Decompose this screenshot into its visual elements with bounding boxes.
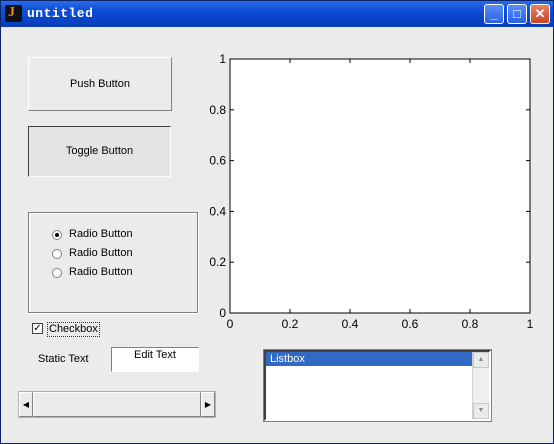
axes[interactable]: 0 0.2 0.4 0.6 0.8 1 0 0.2 0.4 0.6 0.8 1 <box>201 51 546 336</box>
checkbox-label[interactable]: Checkbox <box>47 322 100 337</box>
y-tick-label: 0.8 <box>209 103 226 117</box>
toggle-button[interactable]: Toggle Button <box>28 126 171 177</box>
minimize-button[interactable]: _ <box>484 4 504 24</box>
arrow-up-icon: ▲ <box>477 356 485 363</box>
slider[interactable]: ◀ ▶ <box>18 391 216 418</box>
list-item[interactable]: Listbox <box>266 352 473 366</box>
y-tick-label: 0.4 <box>209 204 226 218</box>
close-icon: ✕ <box>534 6 546 21</box>
arrow-left-icon: ◀ <box>22 400 30 409</box>
x-axis: 0 0.2 0.4 0.6 0.8 1 <box>227 59 534 331</box>
arrow-down-icon: ▼ <box>477 407 485 414</box>
listbox[interactable]: Listbox ▲ ▼ <box>263 349 492 422</box>
radio-label-2: Radio Button <box>69 247 133 259</box>
maximize-icon: □ <box>513 6 521 21</box>
edit-text-field[interactable]: Edit Text <box>111 347 199 372</box>
scroll-down-button[interactable]: ▼ <box>473 403 489 419</box>
radio-unselected-icon <box>52 268 62 278</box>
maximize-button[interactable]: □ <box>507 4 527 24</box>
y-tick-label: 0.2 <box>209 255 226 269</box>
radio-button-group: Radio Button Radio Button Radio Button <box>28 212 198 313</box>
slider-thumb[interactable] <box>33 392 201 417</box>
matlab-icon: J <box>5 5 22 22</box>
radio-label-1: Radio Button <box>69 228 133 240</box>
y-tick-label: 1 <box>219 52 226 66</box>
x-tick-label: 0.2 <box>282 317 299 331</box>
plot-area <box>229 58 531 314</box>
push-button[interactable]: Push Button <box>28 57 172 111</box>
y-tick-label: 0 <box>219 306 226 320</box>
x-tick-label: 0.6 <box>402 317 419 331</box>
slider-left-button[interactable]: ◀ <box>19 392 33 417</box>
y-axis: 0 0.2 0.4 0.6 0.8 1 <box>209 52 530 320</box>
slider-right-button[interactable]: ▶ <box>201 392 215 417</box>
x-tick-label: 0.4 <box>342 317 359 331</box>
x-tick-label: 0.8 <box>462 317 479 331</box>
y-tick-label: 0.6 <box>209 154 226 168</box>
checkbox[interactable]: ✓ <box>32 323 43 334</box>
title-bar[interactable]: J untitled _ □ ✕ <box>1 1 553 27</box>
static-text: Static Text <box>38 353 89 365</box>
window-title: untitled <box>27 6 94 21</box>
radio-unselected-icon <box>52 249 62 259</box>
x-tick-label: 0 <box>227 317 234 331</box>
radio-selected-icon <box>52 230 62 240</box>
close-button[interactable]: ✕ <box>530 4 550 24</box>
radio-label-3: Radio Button <box>69 266 133 278</box>
scroll-up-button[interactable]: ▲ <box>473 352 489 368</box>
arrow-right-icon: ▶ <box>204 400 212 409</box>
x-tick-label: 1 <box>527 317 534 331</box>
listbox-scrollbar[interactable]: ▲ ▼ <box>472 352 489 419</box>
minimize-icon: _ <box>490 6 498 21</box>
checkmark-icon: ✓ <box>33 323 42 334</box>
